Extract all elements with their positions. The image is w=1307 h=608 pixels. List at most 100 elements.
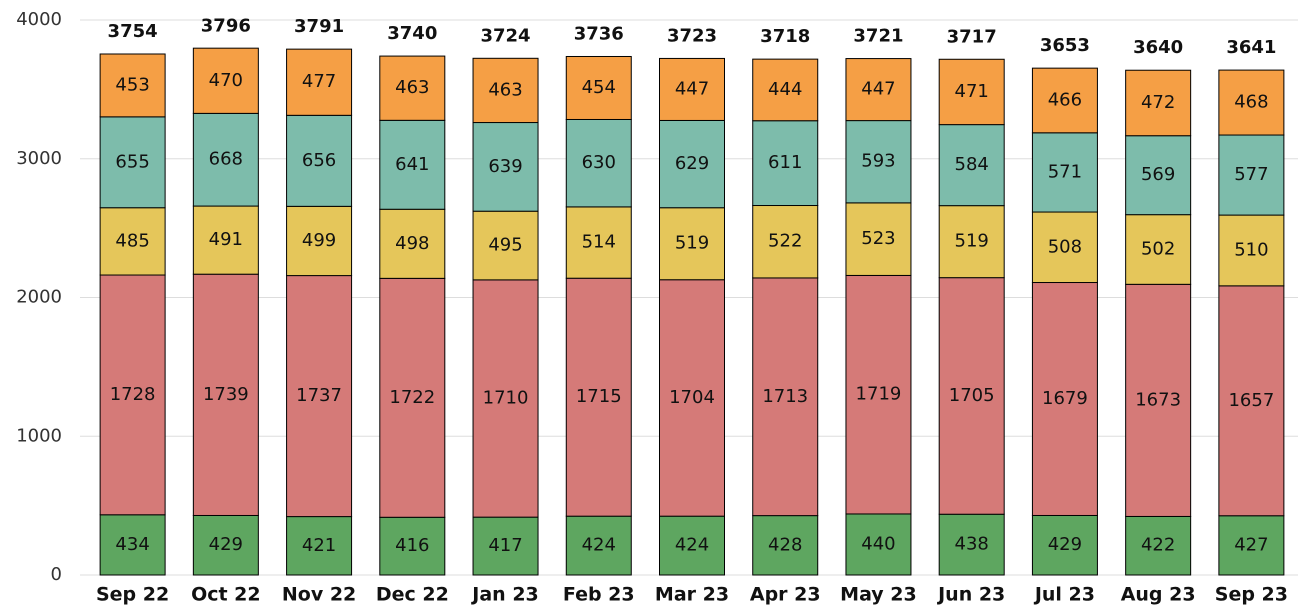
- value-label: 639: [488, 156, 522, 177]
- bar-segment: [1031, 282, 1098, 516]
- bar-segment: [1031, 67, 1098, 134]
- value-label: 641: [395, 154, 429, 175]
- bar-segment: [1218, 285, 1285, 517]
- y-tick-label: 1000: [16, 425, 62, 446]
- bar-segment: [659, 119, 725, 209]
- value-label: 502: [1141, 238, 1175, 259]
- value-label: 472: [1141, 92, 1175, 113]
- bar-segment: [565, 55, 632, 120]
- x-tick-label: Aug 23: [1121, 584, 1196, 606]
- total-label: 3721: [853, 26, 903, 47]
- bar-segment: [752, 58, 819, 122]
- bar-segment: [379, 119, 446, 210]
- x-tick-label: Jul 23: [1033, 584, 1095, 606]
- value-label: 417: [488, 535, 522, 556]
- value-label: 1710: [483, 388, 529, 409]
- value-label: 584: [955, 154, 989, 175]
- total-label: 3736: [574, 24, 624, 45]
- value-label: 1728: [110, 384, 156, 405]
- value-label: 519: [675, 233, 709, 254]
- x-tick-label: Jun 23: [936, 584, 1005, 606]
- bar-segment: [659, 207, 725, 281]
- value-label: 424: [582, 535, 616, 556]
- bar-segment: [565, 515, 632, 576]
- bar-segment: [1125, 135, 1192, 216]
- value-label: 468: [1234, 92, 1268, 113]
- value-label: 491: [209, 229, 243, 250]
- value-label: 453: [115, 74, 149, 95]
- value-label: 495: [488, 235, 522, 256]
- value-label: 421: [302, 535, 336, 556]
- value-label: 424: [675, 535, 709, 556]
- value-label: 611: [768, 152, 802, 173]
- bar-segment: [379, 516, 446, 576]
- bar-segment: [938, 205, 1005, 279]
- value-label: 1713: [762, 386, 808, 407]
- value-label: 508: [1048, 236, 1082, 257]
- value-label: 1673: [1135, 389, 1181, 410]
- value-label: 447: [861, 79, 895, 100]
- bar-segment: [565, 206, 632, 279]
- bar-segment: [659, 515, 725, 576]
- bar-segment: [1218, 515, 1285, 576]
- value-label: 1715: [576, 386, 622, 407]
- value-label: 577: [1234, 164, 1268, 185]
- bar-segment: [565, 118, 632, 208]
- bar-segment: [286, 275, 353, 518]
- bar-segment: [938, 58, 1005, 126]
- value-label: 519: [955, 231, 989, 252]
- bar-segment: [938, 513, 1005, 576]
- value-label: 499: [302, 230, 336, 251]
- bar-segment: [379, 208, 446, 279]
- value-label: 656: [302, 150, 336, 171]
- total-label: 3754: [108, 21, 158, 42]
- bar-segment: [192, 273, 259, 516]
- value-label: 629: [675, 153, 709, 174]
- bar-segment: [472, 516, 539, 576]
- x-tick-label: Jan 23: [470, 584, 538, 606]
- total-label: 3641: [1226, 37, 1276, 58]
- value-label: 440: [861, 533, 895, 554]
- value-label: 463: [488, 79, 522, 100]
- bar-segment: [565, 277, 632, 517]
- y-tick-label: 0: [51, 564, 62, 585]
- value-label: 569: [1141, 164, 1175, 185]
- bar-segment: [192, 47, 259, 114]
- bar-segment: [1031, 132, 1098, 213]
- bar-segment: [1218, 69, 1285, 136]
- bar-segment: [938, 277, 1005, 515]
- x-tick-label: Feb 23: [563, 584, 635, 606]
- value-label: 1705: [949, 385, 995, 406]
- bar-segment: [659, 279, 725, 517]
- y-tick-label: 2000: [16, 287, 62, 308]
- total-label: 3724: [480, 25, 530, 46]
- bar-segment: [286, 516, 353, 576]
- value-label: 438: [955, 534, 989, 555]
- bar-segment: [752, 120, 819, 207]
- value-label: 429: [209, 534, 243, 555]
- total-label: 3740: [387, 23, 437, 44]
- bar-segment: [1125, 214, 1192, 285]
- bar-segment: [1125, 283, 1192, 517]
- bar-segment: [472, 279, 539, 518]
- bar-segment: [286, 114, 353, 207]
- bar-segment: [99, 514, 166, 576]
- bar-segment: [1125, 515, 1192, 576]
- value-label: 416: [395, 535, 429, 556]
- total-label: 3640: [1133, 37, 1183, 58]
- value-label: 655: [115, 151, 149, 172]
- value-label: 447: [675, 78, 709, 99]
- x-tick-label: May 23: [840, 584, 917, 606]
- value-label: 428: [768, 534, 802, 555]
- bar-segment: [99, 274, 166, 516]
- value-label: 668: [209, 149, 243, 170]
- bar-segment: [472, 122, 539, 212]
- value-label: 444: [768, 79, 802, 100]
- value-label: 630: [582, 152, 616, 173]
- value-label: 470: [209, 70, 243, 91]
- total-label: 3717: [947, 26, 997, 47]
- total-label: 3796: [201, 15, 251, 36]
- value-label: 434: [115, 534, 149, 555]
- x-tick-label: Sep 23: [1215, 584, 1288, 606]
